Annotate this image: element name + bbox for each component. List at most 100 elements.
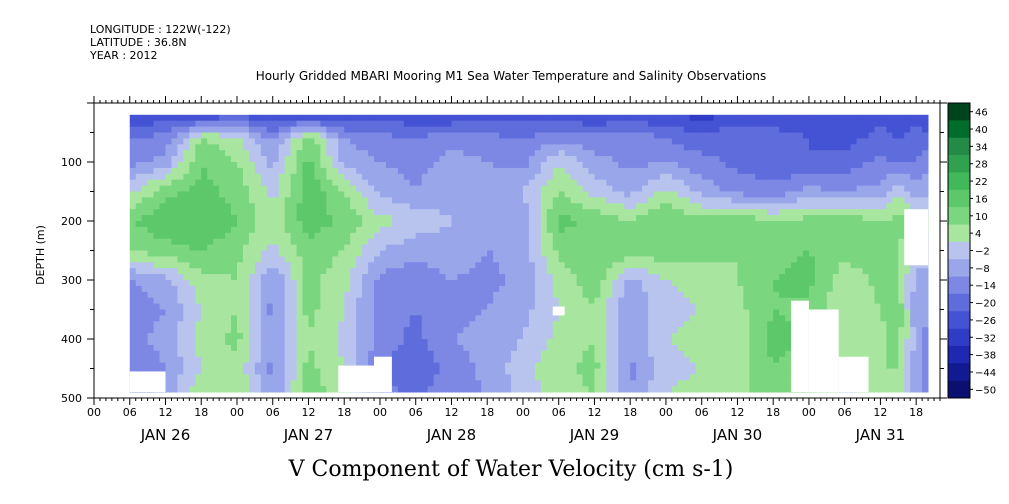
heatmap-cell [695, 132, 703, 139]
heatmap-cell [511, 203, 518, 210]
heatmap-cell [630, 221, 637, 228]
heatmap-cell [636, 386, 643, 393]
heatmap-cell [201, 309, 208, 316]
heatmap-cell [147, 197, 154, 204]
heatmap-cell [463, 297, 470, 304]
heatmap-cell [427, 339, 434, 346]
heatmap-cell [421, 221, 429, 228]
heatmap-cell [427, 297, 434, 304]
heatmap-cell [701, 274, 709, 281]
heatmap-cell [266, 167, 274, 175]
heatmap-cell [153, 356, 160, 363]
heatmap-cell [403, 356, 411, 363]
heatmap-cell [594, 244, 601, 251]
heatmap-cell [439, 321, 446, 328]
heatmap-cell [457, 268, 464, 275]
heatmap-cell [320, 197, 327, 204]
heatmap-cell [493, 150, 500, 157]
heatmap-cell [409, 262, 417, 269]
heatmap-cell [385, 321, 393, 328]
heatmap-cell [236, 238, 244, 245]
heatmap-cell [231, 226, 238, 234]
heatmap-cell [260, 156, 268, 163]
heatmap-cell [624, 274, 631, 281]
heatmap-cell [290, 285, 297, 293]
heatmap-cell [272, 250, 280, 257]
heatmap-cell [511, 303, 518, 310]
heatmap-cell [272, 256, 280, 263]
heatmap-cell [415, 238, 423, 245]
heatmap-cell [618, 144, 625, 151]
heatmap-cell [344, 162, 351, 169]
heatmap-cell [195, 344, 202, 352]
heatmap-cell [576, 232, 583, 240]
heatmap-cell [159, 226, 166, 234]
heatmap-cell [731, 215, 738, 222]
heatmap-cell [320, 256, 327, 263]
heatmap-cell [707, 374, 715, 381]
heatmap-cell [284, 114, 292, 122]
heatmap-cell [338, 280, 345, 287]
heatmap-cell [731, 250, 738, 257]
heatmap-cell [630, 339, 637, 346]
heatmap-cell [659, 238, 667, 245]
heatmap-cell [630, 374, 637, 381]
heatmap-cell [624, 244, 631, 251]
heatmap-cell [505, 244, 512, 251]
heatmap-cell [487, 268, 494, 275]
heatmap-cell [570, 185, 577, 192]
heatmap-cell [570, 297, 577, 304]
heatmap-cell [326, 132, 333, 139]
heatmap-cell [219, 350, 226, 358]
heatmap-cell [147, 114, 154, 122]
heatmap-cell [159, 315, 166, 322]
heatmap-cell [290, 321, 297, 328]
heatmap-cell [320, 280, 327, 287]
heatmap-cell [451, 162, 458, 169]
heatmap-cell [445, 274, 452, 281]
heatmap-cell [278, 197, 286, 204]
heatmap-cell [368, 280, 375, 287]
heatmap-cell [284, 268, 292, 275]
heatmap-cell [618, 268, 625, 275]
heatmap-cell [719, 126, 726, 133]
heatmap-cell [391, 126, 399, 133]
heatmap-cell [201, 256, 208, 263]
heatmap-cell [379, 303, 387, 310]
heatmap-cell [374, 197, 381, 204]
heatmap-cell [141, 132, 149, 139]
heatmap-cell [135, 232, 143, 240]
heatmap-cell [385, 327, 393, 334]
heatmap-cell [231, 232, 238, 240]
heatmap-cell [695, 280, 703, 287]
heatmap-cell [528, 374, 536, 381]
heatmap-cell [225, 333, 232, 340]
heatmap-cell [254, 356, 262, 363]
heatmap-cell [624, 291, 631, 299]
heatmap-cell [236, 297, 244, 304]
heatmap-cell [439, 380, 446, 387]
heatmap-cell [493, 209, 500, 216]
heatmap-cell [207, 297, 214, 304]
heatmap-cell [683, 309, 691, 316]
heatmap-cell [528, 226, 536, 234]
heatmap-cell [493, 144, 500, 151]
heatmap-cell [350, 179, 357, 186]
heatmap-cell [659, 132, 667, 139]
heatmap-cell [517, 215, 524, 222]
heatmap-cell [522, 268, 530, 275]
heatmap-cell [731, 374, 738, 381]
heatmap-cell [475, 221, 482, 228]
heatmap-cell [475, 179, 482, 186]
heatmap-cell [153, 303, 160, 310]
heatmap-cell [570, 380, 577, 387]
heatmap-cell [165, 197, 172, 204]
heatmap-cell [183, 309, 190, 316]
heatmap-cell [189, 244, 196, 251]
heatmap-cell [707, 126, 715, 133]
heatmap-cell [195, 250, 202, 257]
heatmap-cell [183, 173, 190, 181]
heatmap-cell [350, 350, 357, 358]
heatmap-cell [677, 339, 685, 346]
heatmap-cell [475, 120, 482, 127]
